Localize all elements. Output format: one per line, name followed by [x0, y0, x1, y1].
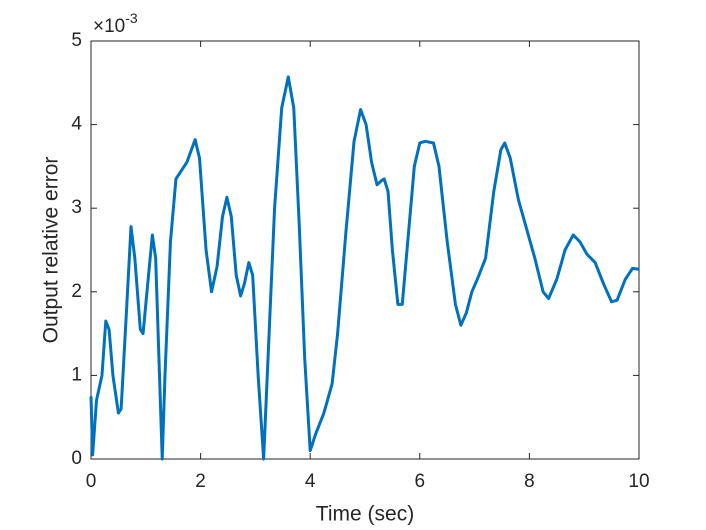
x-tick-label: 8	[524, 471, 535, 492]
x-tick-label: 4	[305, 471, 316, 492]
y-tick-label: 0	[71, 448, 82, 469]
y-tick-label: 5	[71, 30, 82, 51]
y-axis-label: Output relative error	[40, 157, 63, 344]
x-tick-label: 6	[415, 471, 426, 492]
x-tick-label: 2	[195, 471, 206, 492]
x-tick-label: 10	[628, 471, 649, 492]
data-line	[89, 75, 640, 461]
x-tick-label: 0	[86, 471, 97, 492]
y-tick-label: 3	[71, 197, 82, 218]
y-multiplier-base: ×10	[93, 16, 125, 37]
y-tick-label: 2	[71, 281, 82, 302]
y-multiplier: ×10-3	[93, 10, 138, 37]
y-tick-label: 4	[71, 114, 82, 135]
plot-frame	[90, 40, 640, 460]
x-axis-label: Time (sec)	[316, 503, 414, 526]
y-tick-label: 1	[71, 364, 82, 385]
y-multiplier-exponent: -3	[125, 10, 138, 26]
